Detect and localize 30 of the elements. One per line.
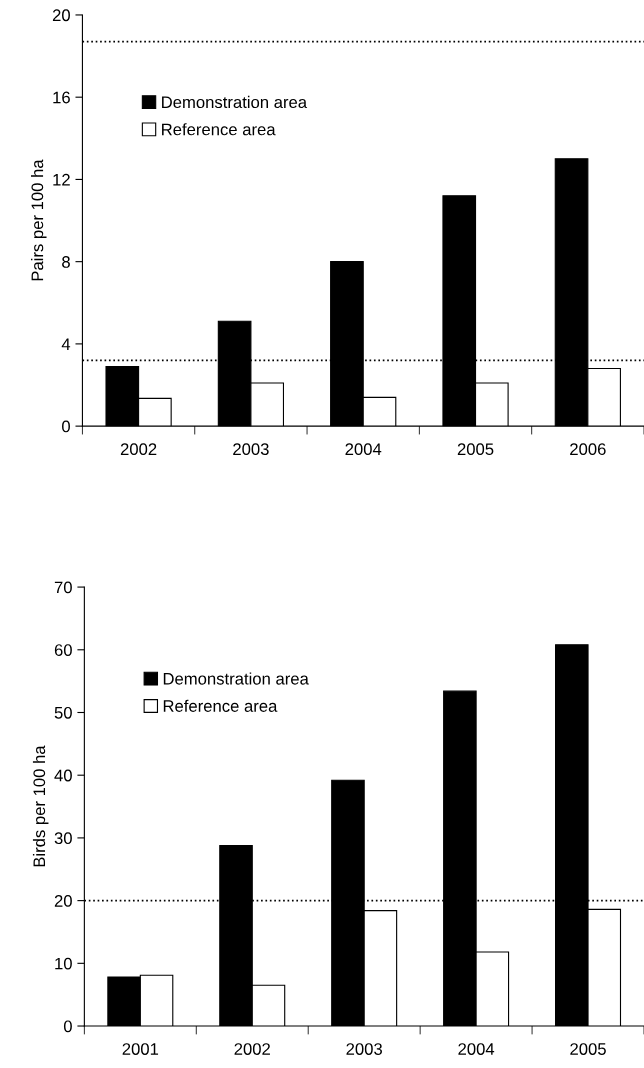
x-tick-label: 2006 xyxy=(570,443,606,456)
y-tick-label: 0 xyxy=(62,420,70,433)
y-axis-title: Pairs per 100 ha xyxy=(31,159,47,281)
y-tick-label: 70 xyxy=(54,581,72,594)
y-tick-label: 40 xyxy=(54,769,72,782)
y-tick-label: 16 xyxy=(53,91,70,104)
y-tick-label: 4 xyxy=(61,338,71,350)
y-tick-label: 60 xyxy=(54,644,72,656)
x-tick-label: 2002 xyxy=(234,1043,270,1055)
x-tick-label: 2004 xyxy=(458,1043,495,1055)
y-tick-label: 20 xyxy=(54,895,72,907)
y-tick-label: 30 xyxy=(54,832,72,845)
x-tick-label: 2004 xyxy=(345,443,382,456)
y-tick-label: 50 xyxy=(54,706,72,719)
legend-label: Reference area xyxy=(162,123,276,136)
legend-label: Demonstration area xyxy=(163,672,309,685)
y-tick-label: 20 xyxy=(52,9,70,22)
x-tick-label: 2003 xyxy=(346,1043,382,1055)
y-tick-label: 8 xyxy=(62,256,70,268)
x-tick-label: 2003 xyxy=(233,443,269,456)
x-tick-label: 2001 xyxy=(122,1043,159,1055)
x-tick-label: 2002 xyxy=(120,443,157,456)
y-axis-title: Birds per 100 ha xyxy=(32,745,49,867)
x-tick-label: 2005 xyxy=(457,443,494,456)
legend-label: Demonstration area xyxy=(162,95,308,109)
y-tick-label: 10 xyxy=(55,957,72,970)
x-tick-label: 2005 xyxy=(570,1043,606,1055)
y-tick-label: 0 xyxy=(63,1020,72,1033)
y-tick-label: 12 xyxy=(53,173,70,186)
legend-label: Reference area xyxy=(163,699,278,712)
